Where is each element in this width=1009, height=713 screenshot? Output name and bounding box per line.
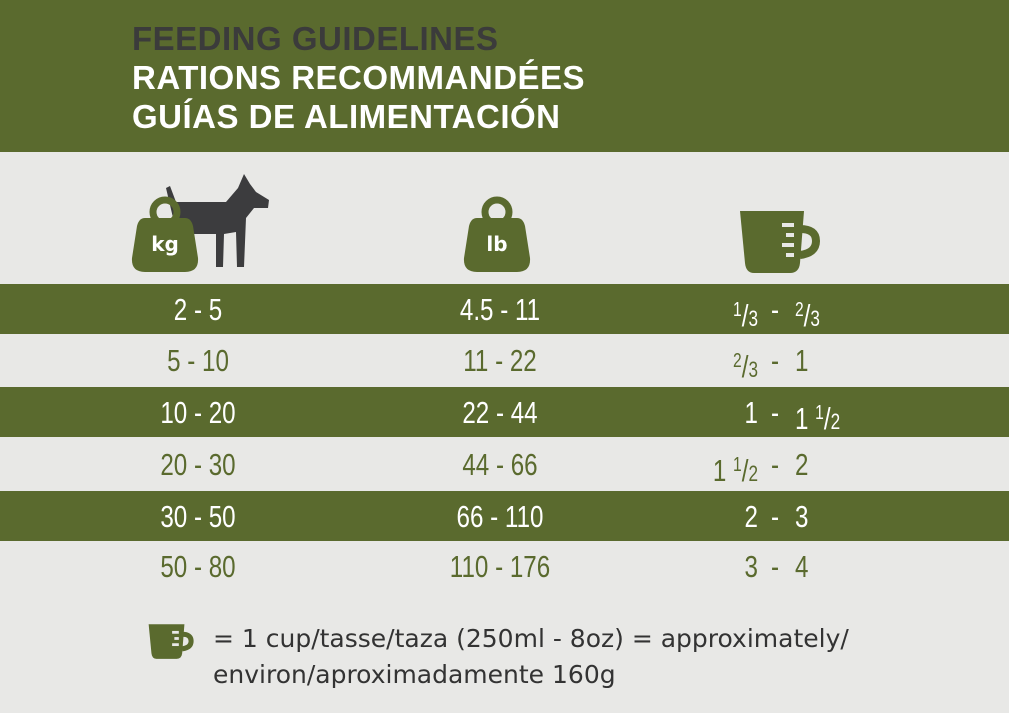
cups-max: 1 1/2 <box>795 401 841 436</box>
cups-min: 1 <box>744 395 758 430</box>
cups-max: 1 <box>795 343 809 378</box>
title-french: RATIONS RECOMMANDÉES <box>132 59 586 96</box>
cups-separator: - <box>770 395 780 430</box>
cups-max: 4 <box>795 549 809 584</box>
lb-range: 66 - 110 <box>456 499 544 534</box>
kg-range: 50 - 80 <box>160 549 236 584</box>
table-row: 50 - 80 110 - 176 3-4 <box>0 541 1009 591</box>
table-row: 10 - 20 22 - 44 1-1 1/2 <box>0 387 1009 437</box>
kg-label: kg <box>151 232 179 256</box>
kg-range: 5 - 10 <box>167 343 229 378</box>
cups-max: 2 <box>795 447 809 482</box>
cups-min: 1 1/2 <box>712 453 758 488</box>
table-row: 2 - 5 4.5 - 11 1/3-2/3 <box>0 284 1009 334</box>
cups-max: 2/3 <box>795 298 820 333</box>
cups-separator: - <box>770 549 780 584</box>
cups-separator: - <box>770 447 780 482</box>
cups-separator: - <box>770 499 780 534</box>
title-spanish: GUÍAS DE ALIMENTACIÓN <box>132 98 561 135</box>
header-banner: FEEDING GUIDELINES RATIONS RECOMMANDÉES … <box>0 0 1009 152</box>
measuring-cup-icon <box>148 624 194 659</box>
kg-range: 30 - 50 <box>160 499 236 534</box>
weight-kg-icon: kg <box>131 196 199 272</box>
weight-lb-icon: lb <box>463 196 531 272</box>
lb-label: lb <box>486 232 508 256</box>
lb-range: 110 - 176 <box>449 549 551 584</box>
dog-icon <box>166 174 269 267</box>
kg-range: 2 - 5 <box>173 292 223 327</box>
table-row: 5 - 10 11 - 22 2/3-1 <box>0 335 1009 385</box>
lb-range: 4.5 - 11 <box>459 292 541 327</box>
cups-min: 3 <box>744 549 758 584</box>
table-row: 20 - 30 44 - 66 1 1/2-2 <box>0 439 1009 489</box>
kg-range: 10 - 20 <box>160 395 236 430</box>
cups-separator: - <box>770 343 780 378</box>
kg-range: 20 - 30 <box>160 447 236 482</box>
cups-min: 2/3 <box>733 349 758 384</box>
measuring-cup-icon <box>740 211 821 273</box>
lb-range: 44 - 66 <box>462 447 538 482</box>
lb-range: 22 - 44 <box>462 395 538 430</box>
cups-min: 1/3 <box>733 298 758 333</box>
title-english: FEEDING GUIDELINES <box>132 20 499 57</box>
cup-definition-note: = 1 cup/tasse/taza (250ml - 8oz) = appro… <box>213 624 849 689</box>
cups-separator: - <box>770 292 780 327</box>
cups-max: 3 <box>795 499 809 534</box>
table-row: 30 - 50 66 - 110 2-3 <box>0 491 1009 541</box>
cups-min: 2 <box>744 499 758 534</box>
lb-range: 11 - 22 <box>463 343 537 378</box>
